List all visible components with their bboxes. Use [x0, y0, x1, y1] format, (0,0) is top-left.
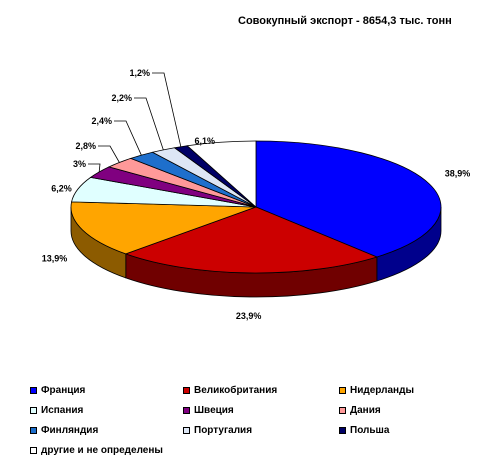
- legend-item-7: Португалия: [183, 425, 252, 436]
- legend-swatch-9: [30, 447, 37, 454]
- leader-line-4: [88, 163, 101, 173]
- legend-item-2: Нидерланды: [339, 385, 414, 396]
- pie-chart: 38,9% 23,9% 13,9% 3% 2,8% 2,4% 2,2% 1,2% 6,2% 6,1…: [42, 68, 471, 321]
- leader-line-8: [152, 72, 182, 147]
- leader-line-6: [114, 120, 142, 156]
- leader-line-5: [98, 145, 120, 163]
- data-label-0: 38,9%: [445, 168, 471, 178]
- legend-swatch-4: [183, 407, 190, 414]
- chart-title: Совокупный экспорт - 8654,3 тыс. тонн: [238, 15, 452, 27]
- legend-label-2: Нидерланды: [350, 385, 414, 396]
- data-label-5: 2,8%: [75, 141, 96, 151]
- legend-item-0: Франция: [30, 385, 85, 396]
- legend-label-4: Швеция: [194, 405, 234, 416]
- legend-label-8: Польша: [350, 425, 390, 436]
- data-label-1: 23,9%: [236, 311, 262, 321]
- legend-item-8: Польша: [339, 425, 389, 436]
- data-label-6: 2,4%: [91, 116, 112, 126]
- legend-swatch-7: [183, 427, 190, 434]
- legend-swatch-8: [339, 427, 346, 434]
- legend-label-3: Испания: [41, 405, 84, 416]
- legend-swatch-1: [183, 387, 190, 394]
- legend-swatch-6: [30, 427, 37, 434]
- legend-swatch-0: [30, 387, 37, 394]
- leader-line-7: [134, 97, 164, 151]
- legend-item-1: Великобритания: [183, 385, 277, 396]
- legend-label-0: Франция: [41, 385, 86, 396]
- legend-label-6: Финляндия: [41, 425, 99, 436]
- pie-slice-9: [186, 140, 257, 208]
- legend-item-3: Испания: [30, 405, 83, 416]
- data-label-3: 6,2%: [51, 183, 72, 193]
- data-label-8: 1,2%: [129, 68, 150, 78]
- legend-item-5: Дания: [339, 405, 381, 416]
- legend-swatch-3: [30, 407, 37, 414]
- legend-item-6: Финляндия: [30, 425, 98, 436]
- data-label-4: 3%: [73, 159, 86, 169]
- pie-slice-1: [124, 206, 379, 274]
- legend-item-4: Швеция: [183, 405, 234, 416]
- legend-label-9: другие и не определены: [41, 445, 163, 456]
- pie-slice-0: [255, 140, 442, 258]
- legend-label-7: Португалия: [194, 425, 253, 436]
- legend-label-5: Дания: [350, 405, 381, 416]
- data-label-2: 13,9%: [42, 254, 68, 264]
- legend-label-1: Великобритания: [194, 385, 278, 396]
- pie-slice-2: [70, 201, 257, 255]
- legend-swatch-2: [339, 387, 346, 394]
- data-label-9: 6,1%: [194, 136, 215, 146]
- legend-item-9: другие и не определены: [30, 445, 163, 456]
- legend-swatch-5: [339, 407, 346, 414]
- data-label-7: 2,2%: [111, 93, 132, 103]
